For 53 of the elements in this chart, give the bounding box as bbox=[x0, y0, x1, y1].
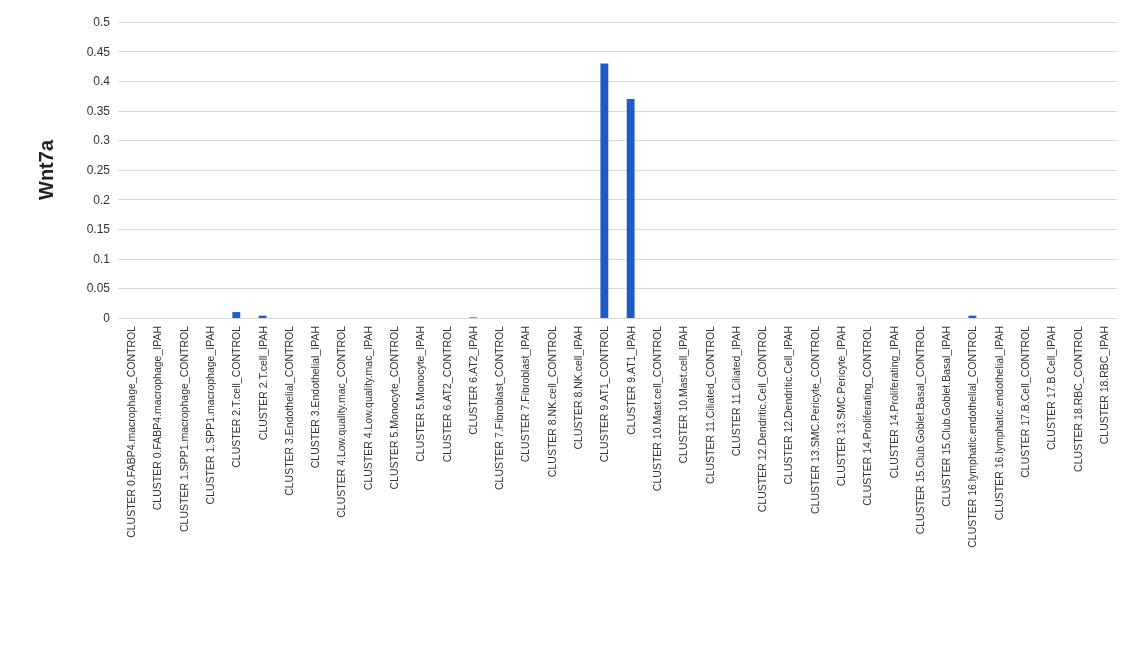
bar bbox=[626, 98, 635, 318]
x-tick-label: CLUSTER 6.AT2_CONTROL bbox=[440, 325, 453, 463]
x-tick-label: CLUSTER 9.AT1_CONTROL bbox=[598, 325, 611, 463]
x-tick-label: CLUSTER 12.Dendritic.Cell_CONTROL bbox=[756, 325, 769, 513]
bar bbox=[232, 312, 241, 318]
y-axis-title: Wnt7a bbox=[35, 139, 57, 200]
x-tick-label: CLUSTER 4.Low.quality.mac_CONTROL bbox=[335, 325, 348, 518]
x-tick-label: CLUSTER 16.lymphatic.endothelial_CONTROL bbox=[966, 325, 979, 548]
x-tick-label: CLUSTER 5.Monocyte_CONTROL bbox=[388, 325, 401, 490]
y-tick-label: 0.15 bbox=[86, 222, 111, 237]
y-tick-label: 0.45 bbox=[86, 44, 111, 59]
x-tick-label: CLUSTER 7.Fibroblast_IPAH bbox=[519, 326, 532, 463]
y-tick-label: 0.1 bbox=[93, 251, 111, 266]
x-tick-label: CLUSTER 0.FABP4.macrophage_CONTROL bbox=[125, 325, 138, 538]
y-tick-label: 0.4 bbox=[93, 74, 111, 89]
y-tick-label: 0.05 bbox=[86, 281, 111, 296]
x-tick-label: CLUSTER 3.Endothelial_CONTROL bbox=[282, 325, 295, 496]
x-tick-label: CLUSTER 8.NK.cell_CONTROL bbox=[545, 325, 558, 478]
x-tick-label: CLUSTER 7.Fibroblast_CONTROL bbox=[493, 325, 506, 490]
x-tick-label: CLUSTER 13.SMC.Pericyte_IPAH bbox=[834, 326, 847, 487]
x-tick-label: CLUSTER 18.RBC_CONTROL bbox=[1071, 325, 1084, 472]
x-tick-label: CLUSTER 5.Monocyte_IPAH bbox=[414, 326, 427, 462]
x-tick-label: CLUSTER 9.AT1_IPAH bbox=[624, 326, 637, 435]
y-tick-label: 0.25 bbox=[86, 163, 111, 177]
y-tick-label: 0 bbox=[103, 311, 111, 325]
x-tick-label: CLUSTER 13.SMC.Pericyte_CONTROL bbox=[808, 325, 821, 514]
x-tick-label: CLUSTER 17.B.Cell_CONTROL bbox=[1018, 325, 1031, 478]
x-tick-label: CLUSTER 11.Ciliated_CONTROL bbox=[703, 325, 716, 484]
x-tick-label: CLUSTER 17.B.Cell_IPAH bbox=[1045, 326, 1058, 451]
x-tick-label: CLUSTER 14.Proliferating_IPAH bbox=[887, 326, 900, 479]
x-tick-label: CLUSTER 0.FABP4.macrophage_IPAH bbox=[151, 326, 164, 511]
x-tick-label: CLUSTER 14.Proliferating_CONTROL bbox=[861, 325, 874, 506]
y-tick-label: 0.35 bbox=[86, 103, 111, 118]
x-tick-label: CLUSTER 10.Mast.cell_IPAH bbox=[677, 326, 690, 464]
x-tick-label: CLUSTER 6.AT2_IPAH bbox=[466, 326, 479, 435]
x-tick-label: CLUSTER 11.Ciliated_IPAH bbox=[729, 326, 742, 457]
y-tick-label: 0.5 bbox=[93, 15, 111, 29]
x-tick-label: CLUSTER 10.Mast.cell_CONTROL bbox=[650, 325, 663, 492]
x-tick-label: CLUSTER 12.Dendritic.Cell_IPAH bbox=[782, 326, 795, 485]
x-tick-label: CLUSTER 3.Endothelial_IPAH bbox=[309, 326, 322, 469]
x-tick-label: CLUSTER 1.SPP1.macrophage_CONTROL bbox=[177, 325, 190, 532]
bar bbox=[600, 63, 609, 318]
x-tick-label: CLUSTER 15.Club.Goblet.Basal_CONTROL bbox=[913, 325, 926, 535]
y-tick-label: 0.3 bbox=[93, 133, 111, 148]
x-tick-label: CLUSTER 1.SPP1.macrophage_IPAH bbox=[204, 326, 217, 505]
x-tick-label: CLUSTER 2.T.cell_CONTROL bbox=[230, 325, 243, 468]
x-tick-label: CLUSTER 8.NK.cell_IPAH bbox=[572, 326, 585, 450]
x-tick-label: CLUSTER 15.Club.Goblet.Basal_IPAH bbox=[940, 326, 953, 507]
y-tick-label: 0.2 bbox=[93, 192, 111, 207]
x-tick-label: CLUSTER 18.RBC_IPAH bbox=[1097, 326, 1110, 445]
x-tick-label: CLUSTER 2.T.cell_IPAH bbox=[256, 326, 269, 441]
x-tick-label: CLUSTER 4.Low.quality.mac_IPAH bbox=[361, 326, 374, 491]
x-tick-label: CLUSTER 16.lymphatic.endothelial_IPAH bbox=[992, 326, 1005, 521]
